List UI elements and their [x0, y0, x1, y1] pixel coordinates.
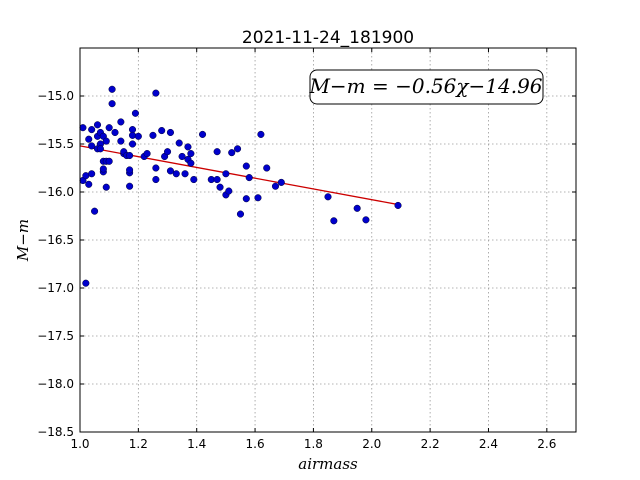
- data-point: [163, 148, 172, 156]
- data-point: [234, 145, 242, 153]
- x-tick-label: 1.0: [70, 437, 89, 451]
- data-point: [213, 175, 221, 184]
- data-point: [149, 131, 157, 139]
- data-point: [126, 166, 134, 174]
- data-point: [158, 127, 166, 135]
- data-point: [152, 175, 160, 184]
- data-point: [128, 140, 137, 148]
- data-point: [187, 159, 195, 167]
- data-point: [82, 279, 90, 287]
- x-tick-label: 2.6: [537, 437, 556, 451]
- data-point: [254, 194, 262, 202]
- data-point: [126, 151, 134, 160]
- data-point: [216, 183, 224, 191]
- y-tick-label: −17.0: [37, 281, 74, 295]
- data-point: [324, 193, 332, 201]
- y-tick-label: −16.0: [37, 185, 74, 199]
- y-tick-label: −15.5: [37, 137, 74, 151]
- fit-annotation: M−m = −0.56χ−14.96: [308, 69, 544, 105]
- y-tick-label: −17.5: [37, 329, 74, 343]
- data-point: [222, 170, 230, 178]
- data-point: [93, 121, 102, 129]
- data-point: [263, 164, 271, 172]
- data-point: [102, 183, 110, 191]
- x-tick-label: 1.8: [304, 437, 323, 451]
- data-point: [111, 128, 119, 137]
- data-point: [242, 162, 250, 170]
- data-point: [228, 149, 236, 157]
- annotation-text: M−m = −0.56χ−14.96: [308, 74, 542, 98]
- data-point: [105, 124, 113, 132]
- data-point: [175, 139, 183, 147]
- data-point: [108, 85, 116, 93]
- x-tick-label: 1.2: [129, 437, 148, 451]
- data-point: [102, 137, 110, 145]
- x-tick-label: 2.2: [421, 437, 440, 451]
- y-tick-label: −18.0: [37, 377, 74, 391]
- data-point: [277, 178, 285, 186]
- data-point: [181, 170, 189, 178]
- data-point: [128, 131, 137, 139]
- x-axis-ticks: 1.0 1.2 1.4 1.6 1.8 2.0 2.2 2.4 2.6: [70, 48, 556, 451]
- data-point: [85, 135, 93, 143]
- data-point: [88, 170, 96, 178]
- data-point: [225, 187, 233, 195]
- data-point: [353, 204, 361, 212]
- y-tick-label: −18.5: [37, 425, 74, 439]
- data-point: [362, 216, 370, 224]
- x-tick-label: 2.0: [362, 437, 381, 451]
- data-point: [85, 180, 93, 188]
- data-point: [152, 164, 160, 172]
- data-point: [236, 210, 245, 218]
- x-tick-label: 2.4: [479, 437, 498, 451]
- data-point: [117, 137, 125, 145]
- y-tick-label: −15.0: [37, 89, 74, 103]
- data-point: [271, 182, 280, 190]
- fit-line: [79, 145, 402, 206]
- data-point: [126, 182, 134, 190]
- fit-line-group: [79, 145, 402, 206]
- data-points: [79, 85, 402, 287]
- data-point: [184, 143, 192, 151]
- data-point: [245, 174, 253, 182]
- data-point: [242, 195, 250, 203]
- x-axis-label: airmass: [298, 455, 358, 473]
- data-point: [178, 152, 186, 161]
- data-point: [143, 150, 151, 158]
- data-point: [198, 130, 207, 138]
- y-tick-label: −16.5: [37, 233, 74, 247]
- data-point: [134, 132, 142, 140]
- data-point: [166, 128, 174, 137]
- data-point: [96, 145, 104, 153]
- y-axis-label: M−m: [14, 219, 32, 262]
- data-point: [99, 165, 107, 173]
- data-point: [108, 100, 116, 108]
- data-point: [330, 217, 338, 225]
- data-point: [172, 170, 180, 178]
- data-point: [88, 126, 96, 134]
- data-point: [166, 167, 174, 175]
- x-tick-label: 1.4: [187, 437, 206, 451]
- annotation-box: [309, 69, 544, 105]
- chart-title: 2021-11-24_181900: [242, 28, 414, 48]
- data-point: [187, 150, 195, 158]
- y-axis-ticks: −15.0 −15.5 −16.0 −16.5 −17.0 −17.5 −18.0 −18.5: [37, 89, 576, 439]
- data-point: [394, 201, 402, 209]
- data-point: [91, 207, 99, 215]
- data-point: [117, 118, 125, 126]
- data-point: [152, 89, 160, 97]
- data-point: [105, 157, 113, 165]
- data-point: [257, 130, 265, 138]
- data-point: [79, 124, 87, 132]
- x-tick-label: 1.6: [246, 437, 265, 451]
- data-point: [88, 142, 96, 150]
- data-point: [213, 148, 221, 156]
- data-point: [131, 109, 139, 117]
- data-point: [190, 175, 198, 184]
